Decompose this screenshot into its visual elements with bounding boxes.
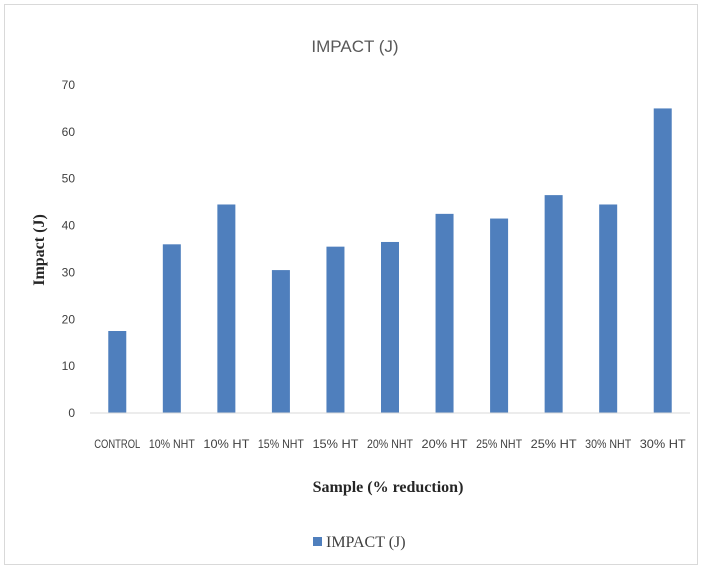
legend-swatch — [313, 537, 322, 546]
bar — [599, 204, 618, 413]
x-tick-label: CONTROL — [94, 437, 140, 451]
bar — [381, 241, 399, 413]
legend-label: IMPACT (J) — [326, 534, 406, 551]
bar — [435, 213, 454, 413]
y-tick-label: 10 — [62, 359, 76, 373]
x-tick-label: 30% NHT — [585, 437, 632, 451]
bar-series — [108, 108, 672, 413]
chart-frame — [4, 4, 698, 565]
y-tick-label: 40 — [62, 219, 76, 233]
x-tick-label: 20% NHT — [367, 437, 414, 451]
x-tick-label: 10% NHT — [149, 437, 196, 451]
y-tick-label: 30 — [62, 265, 76, 279]
y-tick-label: 70 — [62, 78, 76, 92]
bar — [490, 218, 509, 413]
y-tick-label: 50 — [62, 172, 76, 186]
chart-title: IMPACT (J) — [311, 37, 398, 56]
bar — [162, 244, 181, 413]
y-axis-title: Impact (J) — [31, 214, 48, 286]
bar — [544, 195, 563, 413]
y-tick-label: 20 — [62, 312, 76, 326]
x-tick-label: 15% HT — [312, 437, 359, 451]
y-tick-label: 60 — [62, 125, 76, 139]
x-tick-label: 15% NHT — [258, 437, 305, 451]
x-tick-label: 20% HT — [422, 437, 469, 451]
x-axis-ticks: CONTROL 10% NHT 10% HT 15% NHT 15% HT 20% NHT… — [94, 437, 686, 451]
bar — [653, 108, 672, 413]
x-tick-label: 10% HT — [203, 437, 250, 451]
legend: IMPACT (J) — [313, 534, 406, 551]
bar — [217, 204, 236, 413]
x-tick-label: 25% HT — [531, 437, 578, 451]
bar — [326, 246, 345, 413]
y-tick-label: 0 — [68, 406, 75, 420]
bar — [108, 331, 127, 413]
x-tick-label: 30% HT — [640, 437, 687, 451]
x-tick-label: 25% NHT — [476, 437, 523, 451]
bar — [271, 270, 290, 413]
x-axis-title: Sample (% reduction) — [313, 479, 464, 496]
y-axis-ticks: 0 10 20 30 40 50 60 70 — [62, 78, 76, 420]
